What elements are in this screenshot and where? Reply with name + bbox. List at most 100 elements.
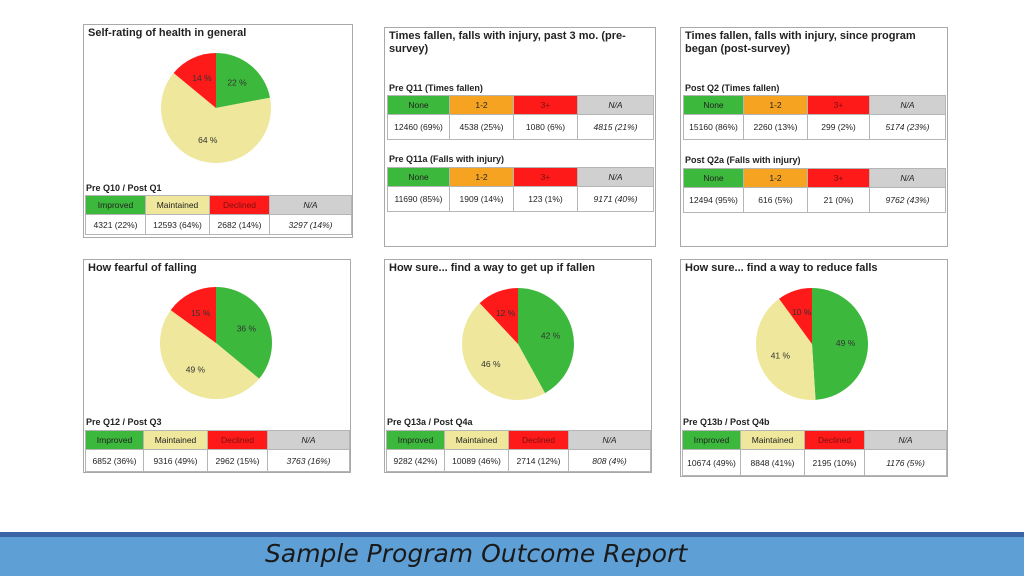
value-improved: 9282 (42%) (386, 449, 445, 472)
pie-chart: 22 % 64 % 14 % (161, 53, 272, 163)
header-none: None (683, 168, 744, 188)
value-maintained: 12593 (64%) (145, 214, 210, 235)
chart-title: How fearful of falling (88, 262, 197, 274)
pie-chart: 49 % 41 % 10 % (756, 288, 869, 401)
value-improved: 10674 (49%) (682, 449, 741, 476)
pie-slice-maintained (160, 310, 260, 400)
panel-reduce-falls: How sure... find a way to reduce falls 4… (680, 259, 948, 477)
chart-title: How sure... find a way to reduce falls (685, 262, 878, 274)
panel-falls-post: Times fallen, falls with injury, since p… (680, 27, 948, 247)
pie-label-maintained: 46 % (481, 359, 501, 369)
pie-label-declined: 12 % (496, 308, 516, 318)
pie-slice-improved (518, 288, 574, 394)
value-na: 808 (4%) (568, 449, 651, 472)
panel-falls-pre: Times fallen, falls with injury, past 3 … (384, 27, 656, 247)
header-3-plus: 3+ (807, 168, 870, 188)
header-maintained: Maintained (740, 430, 805, 450)
header-3-plus: 3+ (513, 167, 578, 187)
question-label: Pre Q10 / Post Q1 (86, 183, 162, 193)
pie-chart: 36 % 49 % 15 % (160, 287, 273, 400)
pie-slice-declined (479, 288, 518, 344)
header-na: N/A (269, 195, 352, 215)
header-na: N/A (869, 168, 946, 188)
header-na: N/A (568, 430, 651, 450)
question-label: Pre Q13a / Post Q4a (387, 417, 473, 427)
value-na: 9171 (40%) (577, 186, 654, 212)
pie-slice-declined (779, 288, 812, 344)
header-maintained: Maintained (145, 195, 210, 215)
value-maintained: 10089 (46%) (444, 449, 509, 472)
value-na: 5174 (23%) (869, 114, 946, 140)
results-table: None 1-2 3+ N/A 11690 (85%) 1909 (14%) 1… (387, 167, 654, 212)
value-3-plus: 123 (1%) (513, 186, 578, 212)
value-na: 3297 (14%) (269, 214, 352, 235)
header-na: N/A (577, 95, 654, 115)
pie-slice-maintained (161, 72, 272, 163)
header-1-2: 1-2 (743, 95, 808, 115)
footer-divider (0, 532, 1024, 537)
results-table: None 1-2 3+ N/A 12494 (95%) 616 (5%) 21 … (683, 168, 946, 213)
value-declined: 2682 (14%) (209, 214, 270, 235)
value-3-plus: 1080 (6%) (513, 114, 578, 140)
results-table: Improved Maintained Declined N/A 6852 (3… (85, 430, 350, 472)
pie-chart: 42 % 46 % 12 % (462, 288, 574, 400)
value-na: 3763 (16%) (267, 449, 350, 472)
question-label: Pre Q13b / Post Q4b (683, 417, 770, 427)
pie-slice-maintained (462, 303, 545, 400)
header-none: None (683, 95, 744, 115)
value-none: 11690 (85%) (387, 186, 450, 212)
value-none: 15160 (86%) (683, 114, 744, 140)
question-label: Pre Q12 / Post Q3 (86, 417, 162, 427)
value-declined: 2195 (10%) (804, 449, 865, 476)
chart-title: Self-rating of health in general (88, 27, 247, 39)
pie-label-maintained: 49 % (186, 365, 206, 375)
section-label: Pre Q11a (Falls with injury) (389, 154, 505, 164)
pie-slice-declined (173, 53, 216, 108)
pie-label-improved: 22 % (227, 78, 247, 88)
results-table: Improved Maintained Declined N/A 4321 (2… (85, 195, 352, 235)
header-improved: Improved (85, 195, 146, 215)
panel-get-up-if-fallen: How sure... find a way to get up if fall… (384, 259, 652, 473)
value-none: 12460 (69%) (387, 114, 450, 140)
value-3-plus: 299 (2%) (807, 114, 870, 140)
value-declined: 2714 (12%) (508, 449, 569, 472)
chart-title: Times fallen, falls with injury, past 3 … (389, 30, 626, 55)
header-declined: Declined (209, 195, 270, 215)
header-3-plus: 3+ (513, 95, 578, 115)
header-declined: Declined (207, 430, 268, 450)
chart-title: Times fallen, falls with injury, since p… (685, 30, 916, 55)
value-3-plus: 21 (0%) (807, 187, 870, 213)
header-improved: Improved (85, 430, 144, 450)
pie-label-maintained: 64 % (198, 135, 218, 145)
header-improved: Improved (386, 430, 445, 450)
pie-label-declined: 10 % (792, 307, 812, 317)
footer-bar: Sample Program Outcome Report (0, 537, 1024, 576)
pie-label-improved: 36 % (237, 324, 257, 334)
header-na: N/A (267, 430, 350, 450)
pie-slice-improved (216, 287, 273, 379)
value-declined: 2962 (15%) (207, 449, 268, 472)
header-maintained: Maintained (444, 430, 509, 450)
section-label: Post Q2a (Falls with injury) (685, 155, 801, 165)
results-table: Improved Maintained Declined N/A 9282 (4… (386, 430, 651, 472)
header-none: None (387, 95, 450, 115)
pie-slice-improved (812, 288, 869, 400)
value-maintained: 9316 (49%) (143, 449, 208, 472)
header-1-2: 1-2 (743, 168, 808, 188)
pie-slice-improved (216, 53, 271, 108)
value-improved: 6852 (36%) (85, 449, 144, 472)
results-table: None 1-2 3+ N/A 12460 (69%) 4538 (25%) 1… (387, 95, 654, 140)
pie-label-improved: 49 % (836, 338, 856, 348)
value-none: 12494 (95%) (683, 187, 744, 213)
value-improved: 4321 (22%) (85, 214, 146, 235)
header-na: N/A (864, 430, 947, 450)
section-label: Post Q2 (Times fallen) (685, 83, 780, 93)
pie-label-declined: 15 % (191, 308, 211, 318)
header-na: N/A (869, 95, 946, 115)
header-1-2: 1-2 (449, 167, 514, 187)
value-1-2: 1909 (14%) (449, 186, 514, 212)
header-improved: Improved (682, 430, 741, 450)
pie-slice-declined (170, 287, 216, 343)
header-maintained: Maintained (143, 430, 208, 450)
pie-label-maintained: 41 % (771, 350, 791, 360)
